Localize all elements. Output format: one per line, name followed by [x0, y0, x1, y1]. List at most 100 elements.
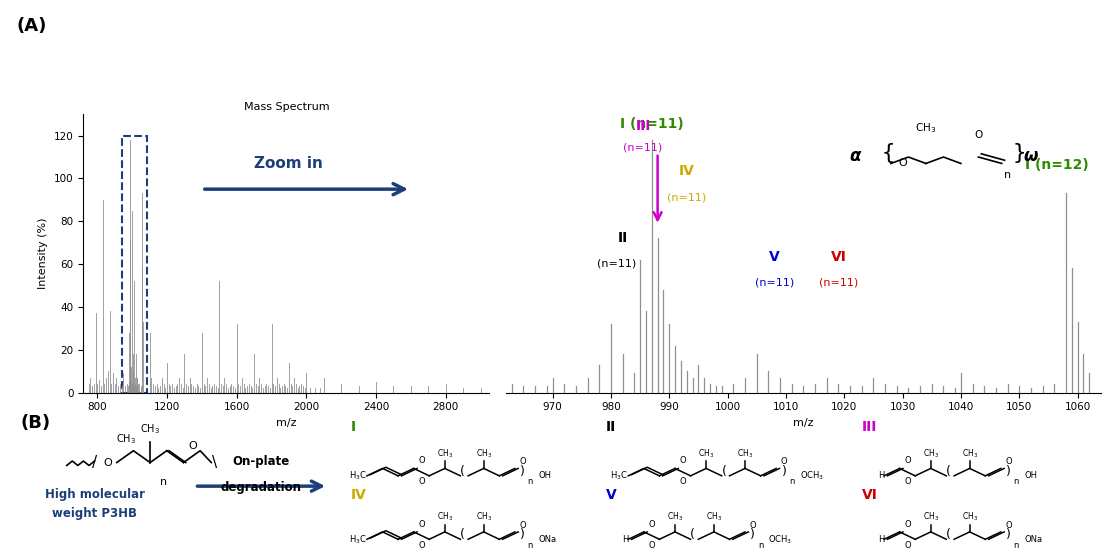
Text: CH$_3$: CH$_3$ [437, 447, 453, 460]
Text: (: ( [722, 465, 726, 478]
Text: }: } [1013, 143, 1026, 163]
Text: $\boldsymbol{\omega}$: $\boldsymbol{\omega}$ [1023, 147, 1039, 165]
Text: O: O [781, 457, 787, 466]
Text: H$_3$C: H$_3$C [349, 470, 367, 482]
Text: /: / [92, 455, 97, 470]
Text: O: O [679, 457, 686, 466]
Text: IV: IV [350, 487, 366, 502]
Text: CH$_3$: CH$_3$ [923, 511, 939, 523]
Text: CH$_3$: CH$_3$ [698, 447, 714, 460]
Text: II: II [617, 231, 628, 245]
Text: OH: OH [538, 471, 552, 480]
Text: VI: VI [862, 487, 877, 502]
Text: CH$_3$: CH$_3$ [915, 121, 936, 135]
Text: O: O [679, 477, 686, 486]
Text: n: n [758, 541, 763, 550]
Text: (n=11): (n=11) [755, 278, 794, 288]
Text: ONa: ONa [538, 535, 556, 544]
Text: n: n [1004, 170, 1011, 180]
Text: (n=11): (n=11) [667, 192, 706, 202]
Text: O: O [188, 441, 197, 451]
Text: CH$_3$: CH$_3$ [437, 511, 453, 523]
Text: CH$_3$: CH$_3$ [706, 511, 722, 523]
Text: CH$_3$: CH$_3$ [923, 447, 939, 460]
Text: n: n [160, 477, 167, 487]
Text: O: O [904, 457, 911, 466]
Text: I: I [350, 420, 356, 434]
Text: H: H [622, 535, 628, 544]
Text: CH$_3$: CH$_3$ [667, 511, 683, 523]
Text: CH$_3$: CH$_3$ [962, 511, 977, 523]
Text: (: ( [691, 529, 695, 541]
X-axis label: m/z: m/z [793, 418, 814, 428]
Text: O: O [648, 520, 655, 529]
Text: OCH$_3$: OCH$_3$ [800, 470, 824, 482]
Text: Zoom in: Zoom in [255, 156, 322, 171]
Text: O: O [648, 541, 655, 550]
Text: O: O [103, 457, 112, 467]
Text: O: O [418, 477, 425, 486]
Text: (: ( [460, 465, 465, 478]
Text: (: ( [946, 465, 951, 478]
Text: OCH$_3$: OCH$_3$ [768, 533, 793, 545]
Text: CH$_3$: CH$_3$ [476, 511, 492, 523]
Text: ): ) [782, 465, 786, 478]
Text: CH$_3$: CH$_3$ [737, 447, 753, 460]
Text: O: O [1005, 457, 1012, 466]
Text: ): ) [520, 529, 525, 541]
Text: CH$_3$: CH$_3$ [962, 447, 977, 460]
Text: H: H [877, 471, 884, 480]
Text: n: n [528, 541, 533, 550]
Text: degradation: degradation [221, 481, 301, 494]
Text: High molecular: High molecular [44, 488, 145, 501]
Text: ONa: ONa [1024, 535, 1042, 544]
Text: O: O [519, 521, 526, 530]
Bar [121, 135, 147, 393]
Text: (n=11): (n=11) [818, 278, 858, 288]
Text: I (n=11): I (n=11) [619, 118, 684, 131]
Text: ): ) [751, 529, 755, 541]
Text: ): ) [1006, 465, 1011, 478]
Text: CH$_3$: CH$_3$ [140, 422, 160, 436]
Text: (A): (A) [17, 17, 47, 35]
Text: {: { [882, 143, 895, 163]
Text: III: III [635, 119, 651, 134]
Text: CH$_3$: CH$_3$ [116, 432, 136, 446]
Text: O: O [904, 477, 911, 486]
Text: $\boldsymbol{\alpha}$: $\boldsymbol{\alpha}$ [850, 147, 863, 165]
Text: O: O [418, 541, 425, 550]
Text: \: \ [212, 455, 217, 470]
Text: weight P3HB: weight P3HB [52, 507, 137, 520]
Text: n: n [1014, 477, 1019, 486]
Text: II: II [606, 420, 616, 434]
Text: V: V [768, 250, 780, 264]
Text: O: O [904, 541, 911, 550]
Text: H$_3$C: H$_3$C [349, 533, 367, 545]
Text: O: O [418, 457, 425, 466]
Text: I (n=12): I (n=12) [1025, 158, 1090, 172]
Text: O: O [749, 521, 756, 530]
Text: OH: OH [1024, 471, 1037, 480]
X-axis label: m/z: m/z [276, 418, 297, 428]
Text: (n=11): (n=11) [624, 143, 663, 153]
Text: O: O [418, 520, 425, 529]
Y-axis label: Intensity (%): Intensity (%) [39, 218, 49, 289]
Text: O: O [519, 457, 526, 466]
Text: On-plate: On-plate [232, 456, 290, 468]
Title: Mass Spectrum: Mass Spectrum [244, 102, 329, 112]
Text: (B): (B) [20, 414, 50, 432]
Text: VI: VI [831, 250, 846, 264]
Text: O: O [898, 158, 907, 168]
Text: O: O [1005, 521, 1012, 530]
Text: V: V [606, 487, 617, 502]
Text: O: O [904, 520, 911, 529]
Text: (: ( [460, 529, 465, 541]
Text: CH$_3$: CH$_3$ [476, 447, 492, 460]
Text: n: n [790, 477, 794, 486]
Text: n: n [528, 477, 533, 486]
Text: O: O [974, 130, 983, 140]
Text: IV: IV [678, 164, 695, 178]
Text: (: ( [946, 529, 951, 541]
Text: III: III [862, 420, 877, 434]
Text: (n=11): (n=11) [597, 258, 636, 268]
